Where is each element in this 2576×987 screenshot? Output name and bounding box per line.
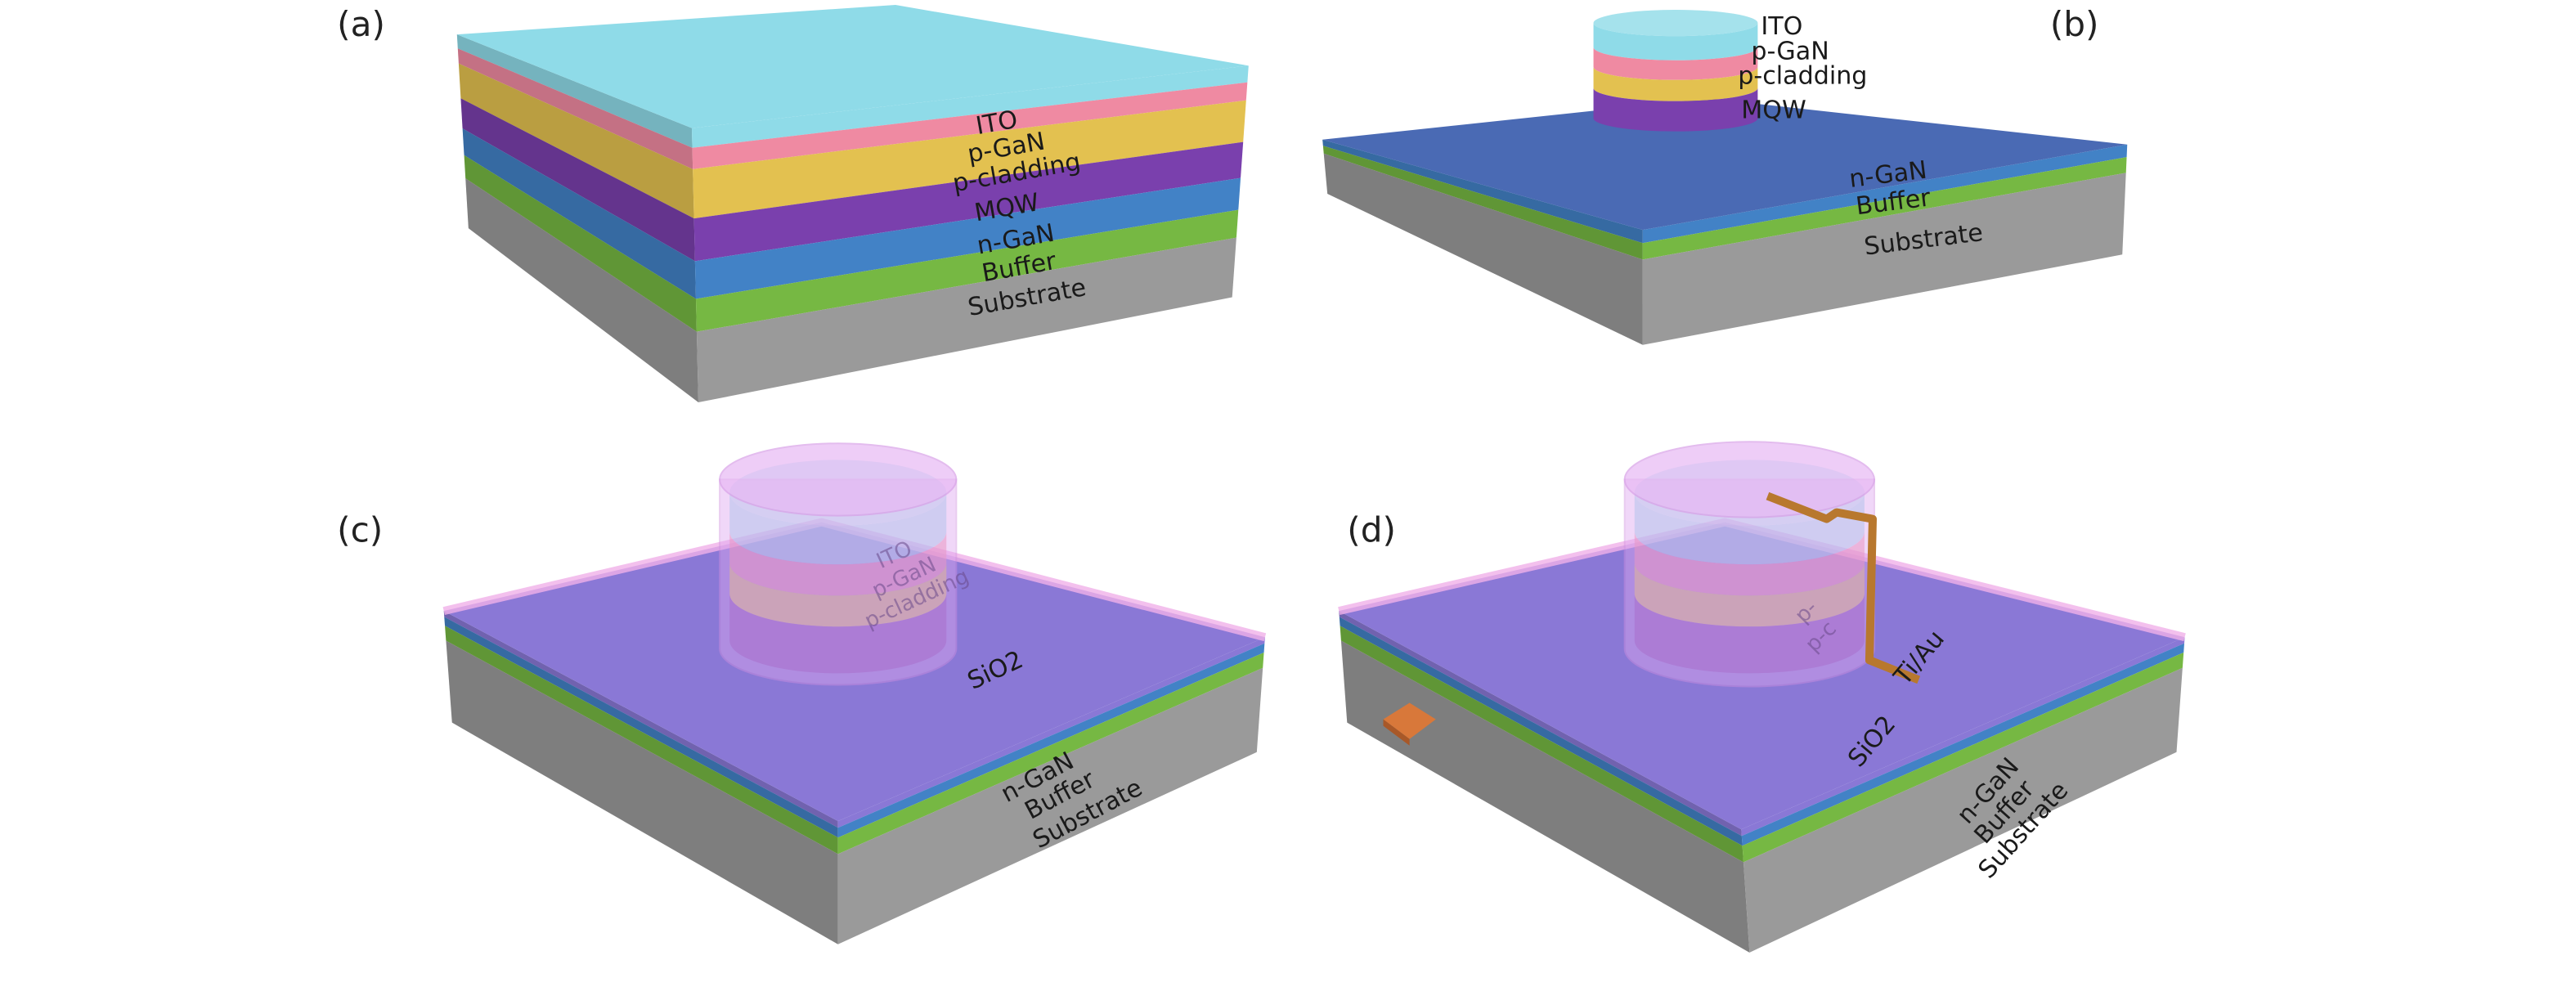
left-face-shade [1323,153,1643,345]
layer-n-gan-right-face [1642,144,2128,244]
left-face-shade [460,98,695,262]
left-face-shade [457,48,693,169]
n-contact-pad [1383,702,1436,739]
shapes [442,5,2186,953]
left-face-shade [456,34,693,148]
layer-substrate-left-face [1323,153,1643,345]
layer-n-gan-left-face [462,128,696,299]
layer-mqw-right-face [693,141,1244,262]
left-face-shade [464,155,697,332]
layer-substrate-right-face [1642,173,2126,345]
layer-mqw-left-face [460,98,695,262]
sio2-shell-side [719,478,958,686]
layer-substrate-left-face [1340,640,1750,953]
mesa-layer-p-gan [1593,47,1758,80]
left-face-shade [458,63,694,219]
layer-substrate-left-face [446,640,838,944]
left-face-shade [1340,626,1744,863]
top-face [1322,98,2128,231]
layer-n-gan-right-face [837,643,1265,838]
mesa-layer-mqw [729,594,947,674]
layer-buffer-right-face [1742,652,2184,863]
layer-buffer-left-face [464,155,697,332]
left-face-shade [465,178,699,403]
panel-b-label: (b) [2050,4,2099,44]
layer-substrate-right-face [837,667,1263,944]
ti-au-electrode [1766,491,1921,684]
layer-buffer-left-face [445,626,838,855]
mesa-layer-mqw [1634,594,1865,674]
label-p-cladding: p-cladding [1738,61,1867,90]
mesa-layer-p-cladding [1634,563,1865,627]
left-face-shade [462,128,696,299]
left-face-shade [1339,617,1743,846]
mesa-layer-p-cladding [729,563,947,627]
mesa-layer-ito [1593,23,1758,61]
layer-n-gan-right-face [694,177,1241,299]
sio2-shell [719,442,958,686]
label-ito: ITO [1761,12,1802,41]
sio2-shell [1623,441,1875,688]
layer-buffer-right-face [695,209,1239,332]
layer-n-gan-left-face [1339,617,1743,846]
layer-substrate-right-face [696,237,1236,403]
sio2-shell-top [1623,441,1875,518]
layer-buffer-left-face [1340,626,1744,863]
mesa-layer-mqw [1593,87,1758,132]
panel-a-label: (a) [337,4,385,44]
mesa-layer-p-cladding [1593,66,1758,101]
n-contact-pad-side [1383,719,1410,746]
layer-p-gan-right-face [692,82,1248,169]
label-mqw: MQW [1741,96,1806,125]
layer-ito-right-face [691,65,1249,148]
panel-c-label: (c) [337,510,383,550]
label-ito: ITO [974,105,1020,141]
layer-substrate-left-face [465,178,699,403]
top-face [1339,522,2185,830]
layer-sio2-left-face [1339,611,1742,837]
layer-p-gan-left-face [457,48,693,169]
layer-n-gan-left-face [444,617,838,838]
layer-substrate-right-face [1743,667,2183,953]
mesa-layer-p-gan [729,532,947,596]
layer-buffer-right-face [837,652,1264,855]
layer-sio2-right-face [1741,637,2185,837]
label-p-gan: p-GaN [1751,37,1829,65]
mesa-layer-p-gan [1634,532,1865,596]
layer-buffer-left-face [1322,146,1643,260]
layer-n-gan-right-face [1741,643,2185,846]
mesa-layer-ito [729,492,947,565]
top-face [456,5,1249,128]
mesa-top [1593,10,1758,37]
left-face-shade [445,626,838,855]
mesa-top-highlight [1593,10,1758,37]
left-face-shade [1322,139,1643,244]
left-face-shade [444,617,838,838]
left-face-shade [1340,640,1750,953]
layer-ito-left-face [456,34,693,148]
layer-n-gan-left-face [1322,139,1643,244]
layer-sio2-right-face [837,637,1265,828]
left-face-shade [1339,611,1742,837]
left-face-shade [443,611,838,828]
layer-buffer-right-face [1642,157,2127,260]
sio2-shell-side [1623,478,1875,688]
layer-p-cladding-right-face [693,100,1246,219]
left-face-shade [446,640,838,944]
mesa-layer-ito [1634,492,1865,565]
panel-d-label: (d) [1347,510,1396,550]
layer-sio2-left-face [443,611,838,828]
mesa [1593,10,1758,132]
layer-p-cladding-left-face [458,63,694,219]
sio2-shell-top [719,442,958,517]
left-face-shade [1322,146,1643,260]
